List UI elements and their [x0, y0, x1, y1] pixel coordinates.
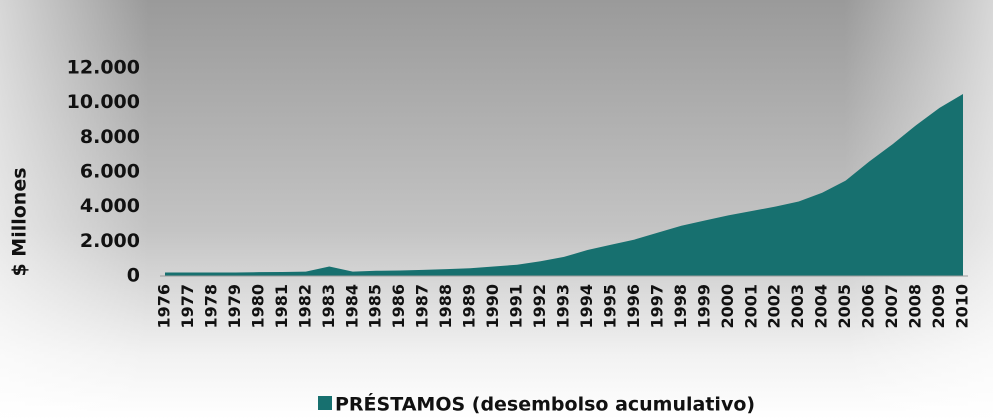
x-tick-label: 1983 — [319, 284, 338, 329]
x-tick-label: 1990 — [483, 284, 502, 329]
x-tick-label: 1979 — [225, 284, 244, 329]
x-tick-label: 2010 — [953, 284, 972, 329]
x-tick-label: 1987 — [413, 284, 432, 329]
x-tick-label: 1996 — [624, 284, 643, 329]
x-tick-label: 1981 — [272, 284, 291, 329]
x-tick-label: 2007 — [882, 284, 901, 329]
legend-label: PRÉSTAMOS (desembolso acumulativo) — [335, 393, 755, 416]
x-tick-label: 2006 — [859, 284, 878, 329]
x-tick-label: 2002 — [765, 284, 784, 329]
y-tick-label: 2.000 — [80, 230, 140, 252]
x-tick-label: 2004 — [812, 284, 831, 329]
x-tick-label: 2005 — [835, 284, 854, 329]
y-tick-label: 0 — [127, 265, 140, 287]
x-tick-label: 1977 — [178, 284, 197, 329]
x-tick-label: 2000 — [718, 284, 737, 329]
x-tick-label: 1995 — [600, 284, 619, 329]
y-tick-label: 6.000 — [80, 161, 140, 183]
x-tick-label: 1998 — [671, 284, 690, 329]
area — [165, 94, 963, 276]
y-tick-label: 8.000 — [80, 126, 140, 148]
x-tick-label: 2009 — [929, 284, 948, 329]
x-tick-label: 1978 — [201, 284, 220, 329]
y-tick-label: 10.000 — [67, 91, 140, 113]
x-tick-label: 1991 — [507, 284, 526, 329]
legend-swatch — [318, 396, 332, 410]
y-tick-label: 4.000 — [80, 195, 140, 217]
x-tick-label: 1986 — [389, 284, 408, 329]
x-tick-label: 1994 — [577, 284, 596, 329]
y-tick-label: 12.000 — [67, 57, 140, 79]
x-tick-label: 1997 — [647, 284, 666, 329]
x-tick-label: 1989 — [460, 284, 479, 329]
x-tick-label: 1999 — [694, 284, 713, 329]
x-tick-label: 2001 — [741, 284, 760, 329]
x-tick-label: 1982 — [295, 284, 314, 329]
x-tick-label: 1988 — [436, 284, 455, 329]
x-tick-label: 1984 — [342, 284, 361, 329]
x-tick-label: 2003 — [788, 284, 807, 329]
y-axis-label: $ Millones — [9, 167, 31, 276]
x-tick-label: 1985 — [366, 284, 385, 329]
x-tick-label: 1976 — [155, 284, 174, 329]
x-tick-label: 1992 — [530, 284, 549, 329]
x-tick-label: 2008 — [906, 284, 925, 329]
x-tick-label: 1980 — [248, 284, 267, 329]
x-tick-label: 1993 — [554, 284, 573, 329]
